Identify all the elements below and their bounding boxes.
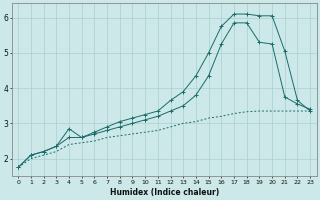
- X-axis label: Humidex (Indice chaleur): Humidex (Indice chaleur): [109, 188, 219, 197]
